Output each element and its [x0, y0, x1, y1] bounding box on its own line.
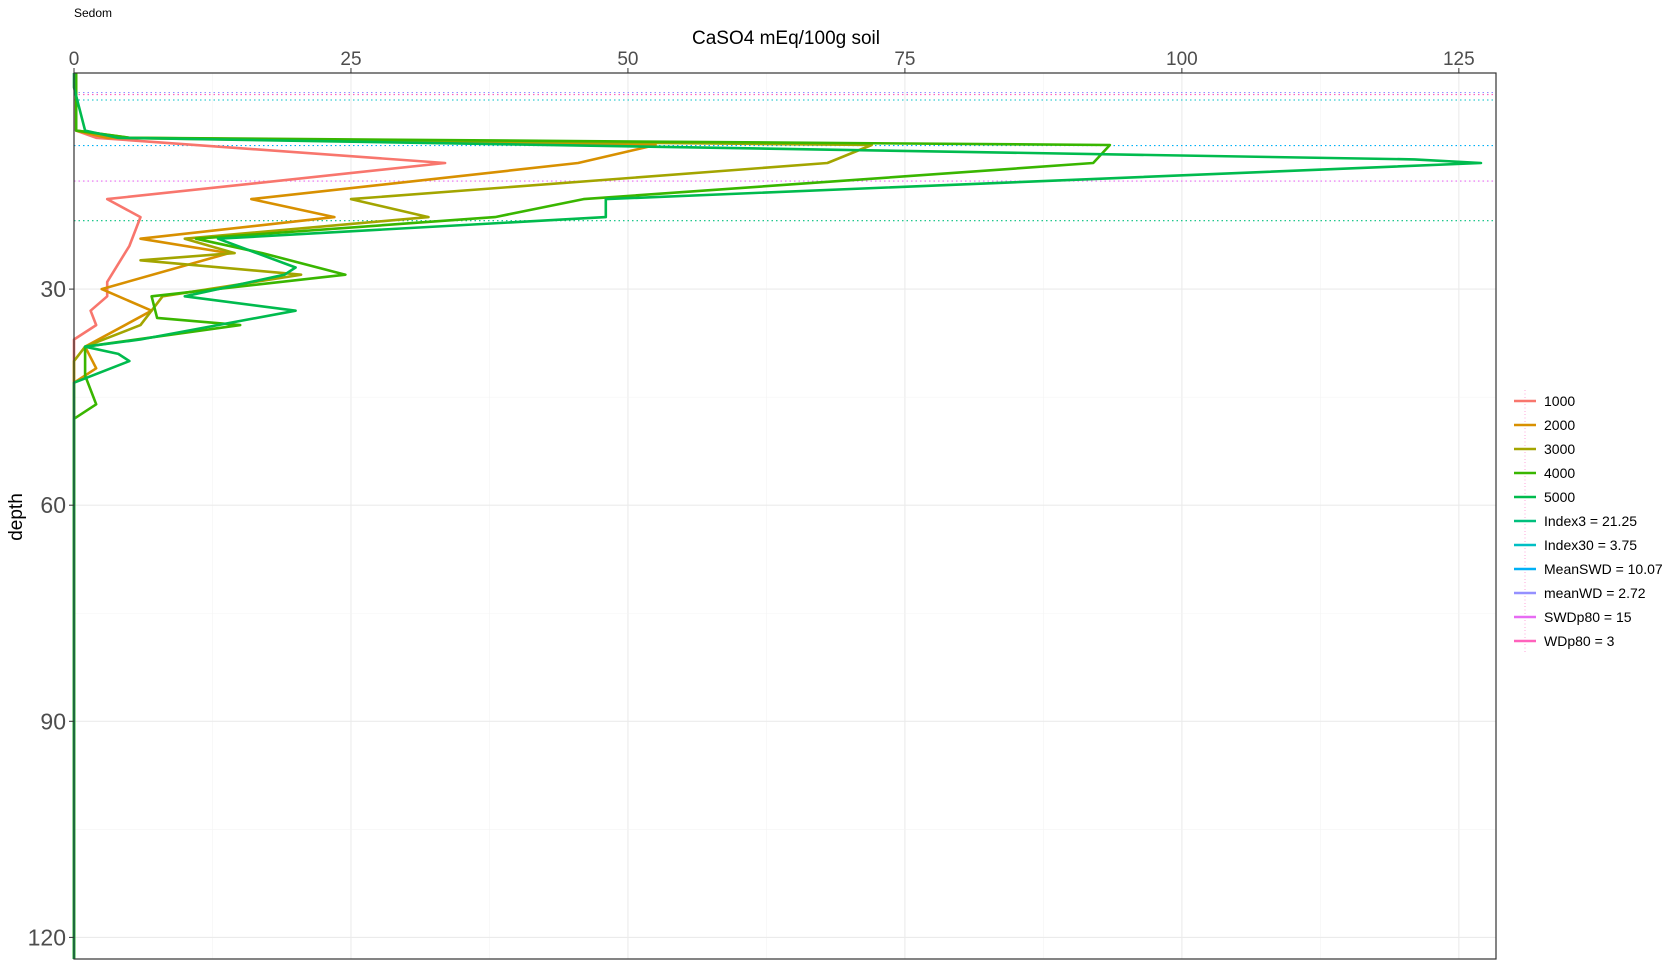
y-tick-label: 30	[40, 276, 66, 302]
x-tick-label: 125	[1443, 49, 1475, 70]
y-axis-title: depth	[6, 493, 27, 541]
legend-item: Index3 = 21.25	[1514, 510, 1637, 532]
legend-label: Index30 = 3.75	[1544, 537, 1637, 553]
plot-border	[73, 72, 1497, 960]
legend-item: 2000	[1514, 414, 1575, 436]
legend-item: meanWD = 2.72	[1514, 582, 1646, 604]
y-axis-ticks: 30 60 90 120	[28, 276, 74, 950]
y-tick-label: 120	[28, 924, 66, 950]
legend-label: SWDp80 = 15	[1544, 609, 1632, 625]
legend-label: 1000	[1544, 393, 1575, 409]
x-tick-label: 0	[69, 49, 80, 70]
legend-item: 1000	[1514, 390, 1575, 412]
x-tick-label: 100	[1166, 49, 1198, 70]
legend-label: MeanSWD = 10.07	[1544, 561, 1663, 577]
data-series	[72, 73, 1483, 959]
x-tick-label: 50	[617, 49, 638, 70]
reference-lines	[74, 92, 1496, 222]
legend-label: WDp80 = 3	[1544, 633, 1615, 649]
legend-item: 5000	[1514, 486, 1575, 508]
legend-label: meanWD = 2.72	[1544, 585, 1646, 601]
legend-item: 3000	[1514, 438, 1575, 460]
series-line-1000	[72, 73, 447, 959]
legend-item: SWDp80 = 15	[1514, 606, 1632, 628]
x-axis-title: CaSO4 mEq/100g soil	[692, 28, 880, 49]
legend-item: 4000	[1514, 462, 1575, 484]
x-axis-ticks: 0 25 50 75 100 125	[69, 49, 1475, 73]
legend-label: 5000	[1544, 489, 1575, 505]
series-line-4000	[72, 73, 1112, 959]
legend-label: Index3 = 21.25	[1544, 513, 1637, 529]
plot-title: Sedom	[74, 6, 112, 20]
x-tick-label: 75	[894, 49, 915, 70]
legend-label: 4000	[1544, 465, 1575, 481]
series-line-5000	[72, 73, 1483, 959]
x-tick-label: 25	[340, 49, 361, 70]
legend-item: WDp80 = 3	[1514, 630, 1615, 652]
legend-item: Index30 = 3.75	[1514, 534, 1637, 556]
legend-label: 2000	[1544, 417, 1575, 433]
legend-label: 3000	[1544, 441, 1575, 457]
y-tick-label: 60	[40, 492, 66, 518]
legend: 1000 2000 3000 4000 5000 Index3 = 21.25 Index3…	[1514, 390, 1663, 652]
y-tick-label: 90	[40, 708, 66, 734]
legend-item: MeanSWD = 10.07	[1514, 558, 1663, 580]
